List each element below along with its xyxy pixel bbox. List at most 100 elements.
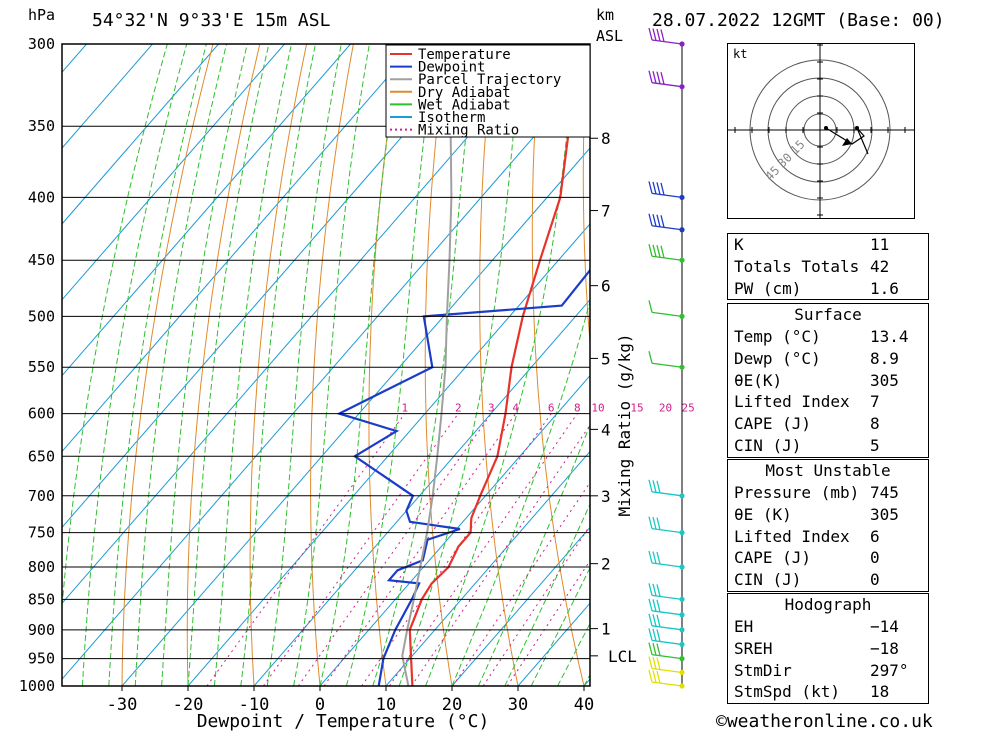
totals-totals-row: Totals Totals 42: [734, 256, 890, 276]
copyright-footer: ©weatheronline.co.uk: [716, 711, 933, 732]
legend-box: [385, 44, 591, 138]
hodograph-point: [855, 126, 859, 130]
wind-barb-feather: [652, 614, 657, 627]
x-axis-title: Dewpoint / Temperature (°C): [197, 711, 490, 732]
wind-barb-feather: [656, 657, 661, 670]
wind-barb-feather: [660, 182, 665, 196]
surface-table: Surface Temp (°C) 13.4 Dewp (°C) 8.9 θE(K)…: [727, 303, 929, 458]
wind-barb-feather: [660, 72, 665, 85]
pressure-tick-label: 400: [28, 188, 55, 206]
mu-li-row: Lifted Index 6: [734, 526, 880, 546]
station-location: 54°32'N 9°33'E 15m ASL: [92, 10, 331, 31]
mixing-ratio-tick-label: 8: [574, 402, 581, 415]
wind-level-dot: [679, 257, 685, 263]
wind-barb-feather: [656, 214, 661, 227]
dry-adiabat-line: [186, 44, 261, 686]
surface-cape-row: CAPE (J) 8: [734, 414, 880, 434]
wind-level-dot: [679, 669, 685, 676]
pressure-tick-label: 450: [28, 251, 55, 269]
wind-barb-feather: [652, 642, 657, 656]
pressure-tick-label: 700: [28, 487, 55, 505]
wind-level-dot: [679, 627, 685, 633]
forecast-datetime: 28.07.2022 12GMT (Base: 00): [652, 10, 945, 31]
mixing-ratio-line: [388, 413, 578, 686]
km-tick-label: 2: [601, 555, 611, 574]
isotherm-line: [62, 44, 417, 453]
mixing-ratio-tick-label: 3: [488, 402, 495, 415]
wind-barb-feather: [648, 628, 653, 641]
wind-barb-feather: [652, 71, 657, 84]
km-tick-label: LCL: [608, 647, 637, 666]
wet-adiabat-line: [530, 566, 590, 686]
legend-label: Temperature: [418, 47, 511, 63]
isotherm-line: [62, 44, 219, 225]
wind-barb-feather: [656, 28, 661, 42]
wind-barb-feather: [648, 351, 653, 364]
parcel-trajectory-profile: [401, 44, 458, 686]
dewpoint-profile: [336, 44, 590, 686]
hpa-unit-label: hPa: [28, 6, 56, 24]
legend-label: Mixing Ratio: [418, 123, 519, 139]
mixing-ratio-tick-label: 2: [455, 402, 462, 415]
isotherm-line: [319, 374, 590, 686]
wind-level-dot: [679, 493, 685, 499]
wind-barb-feather: [648, 598, 653, 611]
wind-barb-feather: [648, 479, 653, 492]
mixing-ratio-tick-label: 6: [548, 402, 555, 415]
mixing-ratio-axis-title: Mixing Ratio (g/kg): [615, 333, 634, 516]
mixing-ratio-line: [297, 413, 492, 686]
eh-row: EH −14: [734, 617, 899, 636]
mu-pressure-row: Pressure (mb) 745: [734, 483, 899, 502]
plot-frame: [61, 43, 591, 687]
wind-barb-shaft: [651, 192, 683, 199]
x-tick-label: 10: [376, 695, 396, 715]
dry-adiabat-line: [249, 44, 308, 686]
isotherm-line: [62, 44, 153, 149]
hodograph-params-title: Hodograph: [784, 595, 872, 614]
wind-barb-shaft: [651, 527, 683, 534]
wind-barb-feather: [656, 480, 661, 493]
wind-barb-feather: [660, 29, 665, 42]
wind-level-dot: [679, 564, 685, 570]
isotherm-line: [385, 450, 590, 686]
mixing-ratio-line: [262, 413, 459, 686]
wind-barb-shaft: [651, 362, 683, 368]
wind-barb-feather: [652, 583, 657, 596]
wind-barb-shaft: [651, 681, 683, 687]
hodograph-point: [824, 126, 828, 130]
wind-barb-feather: [656, 584, 661, 597]
dry-adiabat-line: [368, 44, 401, 686]
legend-label: Wet Adiabat: [418, 97, 511, 113]
wind-barb-feather: [656, 245, 661, 258]
pressure-tick-label: 850: [28, 590, 55, 608]
pressure-tick-label: 300: [28, 35, 55, 53]
mu-cape-row: CAPE (J) 0: [734, 548, 880, 568]
storm-motion-arrow: [842, 138, 852, 146]
x-tick-label: 40: [574, 695, 594, 715]
hodograph-trace: [825, 127, 869, 155]
wind-barb-shaft: [651, 594, 683, 600]
wind-barb-feather: [648, 642, 653, 655]
wind-barb-feather: [656, 614, 661, 627]
pressure-tick-label: 800: [28, 558, 55, 576]
pressure-tick-label: 350: [28, 117, 55, 135]
pressure-tick-label: 550: [28, 358, 55, 376]
isotherm-line: [62, 44, 549, 605]
wind-barb-feather: [656, 551, 661, 565]
surface-temp-row: Temp (°C) 13.4: [734, 327, 909, 346]
wet-adiabat-line: [62, 44, 168, 612]
mixing-ratio-tick-label: 4: [512, 402, 519, 415]
wind-barb-shaft: [651, 625, 683, 631]
wind-barb-feather: [648, 550, 653, 564]
wind-barb-feather: [648, 300, 653, 313]
precipitable-water-row: PW (cm) 1.6: [734, 278, 899, 298]
pressure-tick-label: 900: [28, 621, 55, 639]
wet-adiabat-line: [134, 44, 228, 686]
isotherm-line: [121, 147, 590, 686]
km-tick-label: 8: [601, 129, 611, 148]
wind-barb-feather: [652, 214, 657, 227]
dry-adiabat-line: [424, 44, 453, 686]
wind-barb-shaft: [651, 255, 683, 261]
wind-barb-feather: [652, 516, 657, 530]
